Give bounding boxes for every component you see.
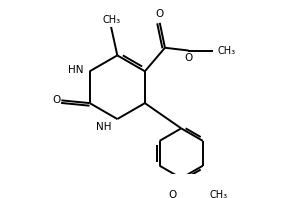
Text: O: O <box>156 9 164 19</box>
Text: O: O <box>184 53 193 63</box>
Text: NH: NH <box>96 122 111 132</box>
Text: O: O <box>169 190 177 198</box>
Text: CH₃: CH₃ <box>217 46 235 55</box>
Text: O: O <box>53 95 61 105</box>
Text: CH₃: CH₃ <box>102 15 120 25</box>
Text: CH₃: CH₃ <box>209 190 227 198</box>
Text: HN: HN <box>68 65 84 75</box>
